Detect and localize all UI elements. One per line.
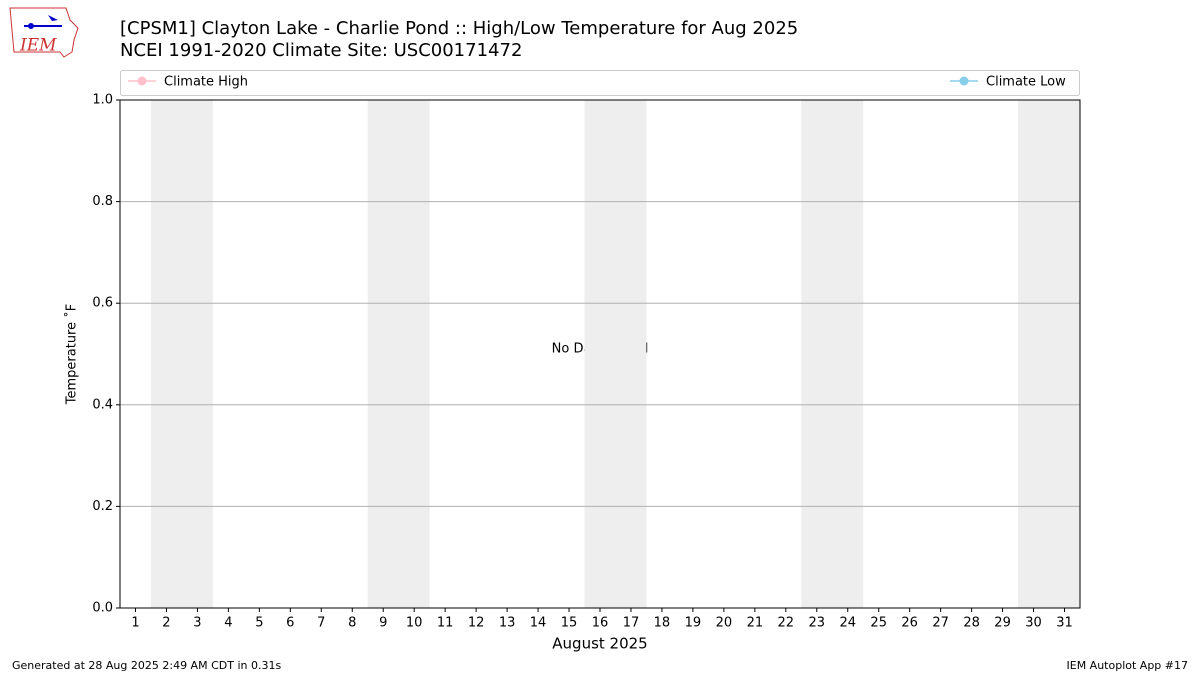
x-tick-label: 9 [379, 616, 387, 631]
x-tick-label: 8 [348, 616, 356, 631]
legend [120, 70, 1080, 96]
x-tick-label: 3 [193, 616, 201, 631]
x-tick-label: 7 [317, 616, 325, 631]
x-tick-label: 23 [809, 616, 826, 631]
x-tick-label: 10 [406, 616, 423, 631]
y-tick-label: 0.8 [92, 194, 113, 209]
x-tick-label: 11 [437, 616, 454, 631]
x-tick-label: 17 [623, 616, 640, 631]
weekend-band [801, 100, 864, 608]
y-tick-label: 0.0 [92, 601, 113, 616]
logo: IEM [9, 7, 79, 58]
y-axis-label: Temperature ˚F [64, 304, 80, 405]
x-tick-label: 2 [162, 616, 170, 631]
legend-label: Climate High [164, 75, 248, 90]
y-tick-label: 0.2 [92, 499, 113, 514]
chart-title: [CPSM1] Clayton Lake - Charlie Pond :: H… [120, 18, 798, 39]
x-tick-label: 4 [224, 616, 232, 631]
x-tick-label: 28 [963, 616, 980, 631]
weekend-band [584, 100, 647, 608]
x-tick-label: 22 [778, 616, 795, 631]
legend-marker [959, 76, 969, 86]
x-axis-label: August 2025 [552, 635, 647, 653]
weekend-band [1018, 100, 1080, 608]
x-tick-label: 31 [1056, 616, 1073, 631]
x-tick-label: 30 [1025, 616, 1042, 631]
x-tick-label: 5 [255, 616, 263, 631]
x-tick-label: 14 [530, 616, 547, 631]
x-tick-label: 15 [561, 616, 578, 631]
x-tick-label: 20 [716, 616, 733, 631]
x-tick-label: 25 [870, 616, 887, 631]
plot-frame [119, 99, 1081, 609]
x-tick-label: 26 [901, 616, 918, 631]
y-tick-label: 1.0 [92, 93, 113, 108]
logo-text: IEM [19, 36, 57, 56]
footer-left: Generated at 28 Aug 2025 2:49 AM CDT in … [12, 659, 281, 672]
x-tick-label: 16 [592, 616, 609, 631]
x-tick-label: 27 [932, 616, 949, 631]
x-tick-label: 24 [839, 616, 856, 631]
weekend-band [150, 100, 213, 608]
x-tick-label: 21 [747, 616, 764, 631]
legend-marker [137, 76, 147, 86]
x-tick-label: 12 [468, 616, 485, 631]
chart-subtitle: NCEI 1991-2020 Climate Site: USC00171472 [120, 40, 522, 61]
x-tick-label: 19 [685, 616, 702, 631]
x-tick-label: 6 [286, 616, 294, 631]
x-tick-label: 13 [499, 616, 516, 631]
x-tick-label: 1 [131, 616, 139, 631]
footer-right: IEM Autoplot App #17 [1067, 659, 1189, 672]
y-tick-label: 0.4 [92, 397, 113, 412]
x-tick-label: 29 [994, 616, 1011, 631]
legend-label: Climate Low [986, 75, 1066, 90]
weekend-band [367, 100, 430, 608]
y-tick-label: 0.6 [92, 296, 113, 311]
x-tick-label: 18 [654, 616, 671, 631]
